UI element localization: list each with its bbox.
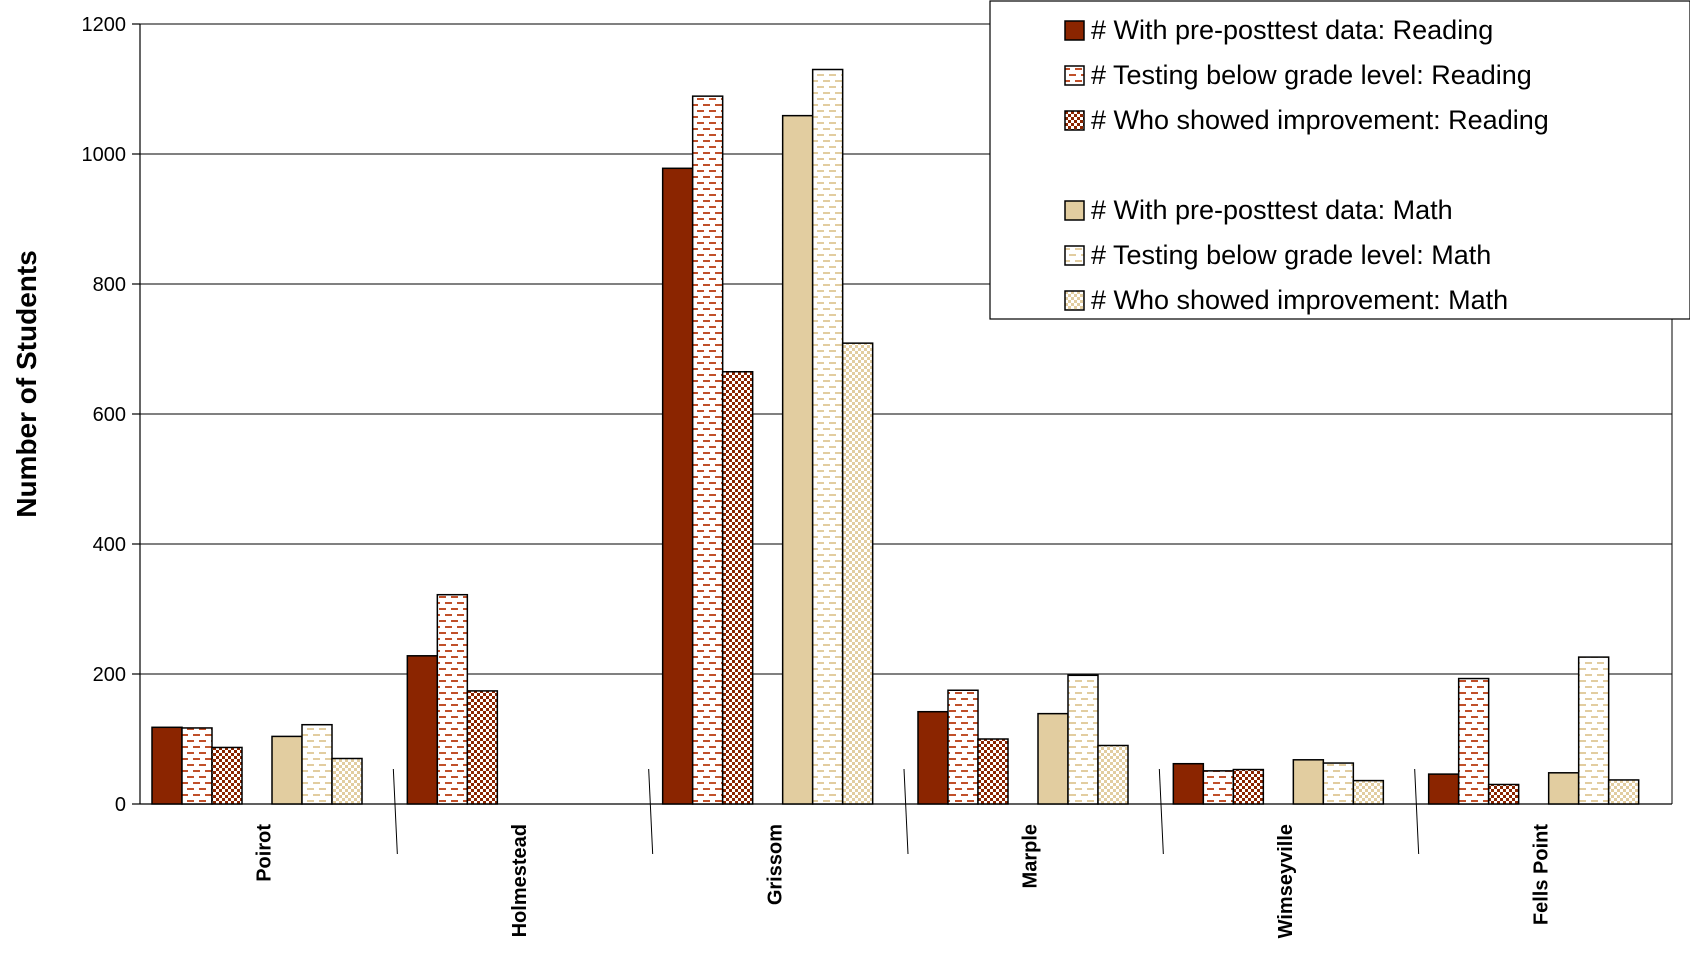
- bar-holmestead-s3: [466, 690, 499, 805]
- legend-label: # Testing below grade level: Math: [1091, 240, 1491, 270]
- bar-marple-s2: [947, 689, 979, 805]
- category-divider: [903, 768, 909, 855]
- y-tick-label: 400: [93, 534, 126, 556]
- bar-marple-s3: [977, 738, 1009, 805]
- legend-swatch: [1064, 200, 1085, 221]
- category-label: Holmestead: [509, 824, 531, 937]
- legend-label: # With pre-posttest data: Reading: [1091, 15, 1493, 45]
- bar-poirot-s5: [301, 723, 333, 805]
- axes: [132, 23, 1673, 855]
- bar-wimseyville-s6: [1352, 779, 1385, 805]
- bar-marple-s1: [917, 710, 949, 805]
- bar-grissom-s3: [721, 371, 754, 805]
- legend-label: # Testing below grade level: Reading: [1091, 60, 1532, 90]
- bar-grissom-s1: [661, 167, 694, 805]
- category-label: Marple: [1020, 824, 1042, 888]
- category-label: Grissom: [764, 824, 786, 905]
- bar-fells-point-s3: [1487, 783, 1520, 805]
- legend-label: # Who showed improvement: Math: [1091, 285, 1508, 315]
- y-tick-label: 0: [115, 794, 126, 816]
- category-divider: [648, 768, 654, 855]
- y-axis-label: Number of Students: [11, 250, 42, 518]
- category-divider: [1414, 768, 1420, 855]
- bar-poirot-s3: [211, 746, 243, 805]
- category-label: Wimseyville: [1275, 824, 1297, 938]
- y-tick-label: 800: [93, 274, 126, 296]
- y-tick-label: 1200: [82, 14, 127, 36]
- legend-swatch: [1064, 65, 1085, 86]
- bar-holmestead-s2: [436, 593, 469, 805]
- legend-swatch: [1064, 20, 1085, 41]
- bar-fells-point-s2: [1457, 677, 1490, 805]
- legend-label: # Who showed improvement: Reading: [1091, 105, 1549, 135]
- bars: [151, 68, 1640, 805]
- legend-label: # With pre-posttest data: Math: [1091, 195, 1453, 225]
- legend-swatch: [1064, 245, 1085, 266]
- bar-poirot-s6: [331, 757, 363, 805]
- category-divider: [1158, 768, 1164, 855]
- bar-marple-s5: [1067, 674, 1099, 805]
- bar-poirot-s4: [271, 735, 303, 805]
- bar-grissom-s2: [691, 95, 724, 805]
- y-tick-label: 200: [93, 664, 126, 686]
- bar-grissom-s4: [781, 114, 814, 805]
- category-label: Poirot: [254, 824, 276, 882]
- bar-fells-point-s5: [1577, 656, 1610, 805]
- bar-marple-s4: [1037, 712, 1069, 805]
- bar-grissom-s6: [841, 342, 874, 805]
- legend: # With pre-posttest data: Reading # Testi…: [989, 0, 1690, 320]
- bar-wimseyville-s5: [1322, 762, 1355, 805]
- bar-fells-point-s6: [1607, 779, 1640, 805]
- bar-wimseyville-s2: [1202, 770, 1235, 805]
- bar-poirot-s2: [181, 727, 213, 805]
- category-divider: [392, 768, 398, 855]
- y-tick-labels: 0 200 400 600 800 1000 1200: [82, 14, 127, 816]
- bar-wimseyville-s3: [1232, 768, 1265, 805]
- bar-wimseyville-s4: [1292, 759, 1325, 805]
- legend-box: [989, 0, 1690, 320]
- category-label: Fells Point: [1530, 824, 1552, 925]
- bar-fells-point-s4: [1547, 772, 1580, 805]
- y-tick-label: 600: [93, 404, 126, 426]
- y-tick-label: 1000: [82, 144, 127, 166]
- legend-swatch: [1064, 290, 1085, 311]
- gridlines: [140, 23, 1672, 675]
- bar-grissom-s5: [811, 68, 844, 805]
- bar-poirot-s1: [151, 726, 183, 805]
- legend-swatch: [1064, 110, 1085, 131]
- category-labels: Poirot Holmestead Grissom Marple Wimseyville…: [254, 824, 1553, 939]
- bar-wimseyville-s1: [1172, 762, 1205, 805]
- bar-fells-point-s1: [1427, 773, 1460, 805]
- bar-holmestead-s1: [406, 655, 439, 805]
- bar-marple-s6: [1097, 744, 1129, 805]
